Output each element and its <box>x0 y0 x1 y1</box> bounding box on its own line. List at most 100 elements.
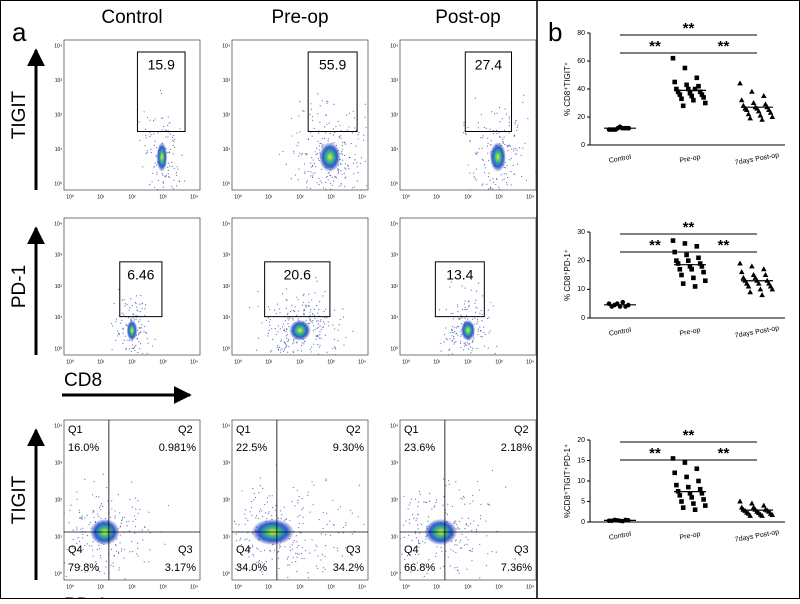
data-point <box>679 272 684 278</box>
event-dot <box>100 505 102 507</box>
event-dot <box>493 133 495 135</box>
event-dot <box>479 518 482 520</box>
y-tick-label: 15 <box>577 457 585 464</box>
event-dot <box>462 132 465 134</box>
event-dot <box>475 179 477 181</box>
event-dot <box>82 548 84 551</box>
event-dot <box>452 550 454 552</box>
event-dot <box>151 181 153 183</box>
event-dot <box>434 505 436 507</box>
event-dot <box>480 114 483 116</box>
y-tick-label: 10² <box>55 497 63 503</box>
event-dot <box>452 332 454 334</box>
data-point <box>737 498 743 504</box>
data-point <box>674 86 679 92</box>
event-dot <box>142 352 144 355</box>
event-dot <box>452 340 454 342</box>
event-dot <box>502 138 504 140</box>
event-dot <box>411 514 414 516</box>
event-dot <box>496 112 498 114</box>
event-dot <box>449 331 451 334</box>
event-dot <box>347 164 349 167</box>
event-dot <box>145 134 147 137</box>
event-dot <box>311 176 314 179</box>
event-dot <box>278 567 280 570</box>
event-dot <box>451 331 453 333</box>
event-dot <box>491 111 493 113</box>
plot-frame <box>63 419 201 581</box>
event-dot <box>472 347 474 349</box>
event-dot <box>482 137 484 139</box>
event-dot <box>329 520 331 522</box>
event-dot <box>144 304 147 306</box>
event-dot <box>257 517 260 519</box>
event-dot <box>440 342 442 344</box>
event-dot <box>310 175 312 177</box>
event-dot <box>485 564 488 567</box>
event-dot <box>414 546 416 549</box>
event-dot <box>293 540 295 542</box>
y-tick-label: 10⁰ <box>54 346 62 352</box>
event-dot <box>324 544 327 547</box>
event-dot <box>435 499 438 501</box>
event-dot <box>333 546 335 549</box>
event-dot <box>333 103 335 105</box>
event-dot <box>105 566 107 568</box>
event-dot <box>157 179 160 181</box>
event-dot <box>291 135 293 137</box>
x-tick-label: 7days Post-op <box>734 152 779 167</box>
event-dot <box>146 152 148 154</box>
event-dot <box>297 502 299 504</box>
event-dot <box>86 543 88 545</box>
event-dot <box>435 501 437 503</box>
event-dot <box>335 176 337 178</box>
event-dot <box>502 142 504 145</box>
event-dot <box>248 540 251 542</box>
event-dot <box>485 127 487 129</box>
event-dot <box>285 518 288 520</box>
event-dot <box>269 324 271 327</box>
event-dot <box>96 513 99 515</box>
event-dot <box>134 532 136 534</box>
event-dot <box>483 172 486 174</box>
event-dot <box>479 312 481 314</box>
y-tick-label: 10⁴ <box>390 221 398 227</box>
event-dot <box>137 333 140 336</box>
event-dot <box>261 562 263 564</box>
y-tick-label: 10⁴ <box>390 423 398 429</box>
event-dot <box>324 555 326 557</box>
data-point <box>699 264 705 269</box>
quadrant-name: Q2 <box>178 424 193 436</box>
event-dot <box>481 184 483 186</box>
gate <box>264 261 331 318</box>
data-point <box>680 103 686 109</box>
data-point <box>620 299 626 305</box>
event-dot <box>124 548 126 551</box>
event-dot <box>172 144 174 147</box>
event-dot <box>288 325 290 328</box>
event-dot <box>100 517 102 519</box>
event-dot <box>325 114 327 116</box>
event-dot <box>463 349 465 351</box>
event-dot <box>146 337 148 340</box>
x-tick-label: 10³ <box>495 584 503 590</box>
event-dot <box>501 118 503 120</box>
event-dot <box>487 176 490 178</box>
event-dot <box>277 325 280 327</box>
event-dot <box>504 129 506 131</box>
event-dot <box>297 299 299 301</box>
y-tick-label: 10¹ <box>391 147 399 153</box>
event-dot <box>477 328 479 330</box>
event-dot <box>309 511 311 513</box>
event-dot <box>79 545 81 548</box>
event-dot <box>340 129 342 132</box>
event-dot <box>175 172 178 174</box>
event-dot <box>272 506 274 509</box>
event-dot <box>503 178 505 180</box>
quadrant-name: Q2 <box>514 424 529 436</box>
y-tick-label: 10 <box>577 478 585 485</box>
event-dot <box>468 306 470 308</box>
event-dot <box>111 508 113 510</box>
data-point <box>761 93 767 98</box>
